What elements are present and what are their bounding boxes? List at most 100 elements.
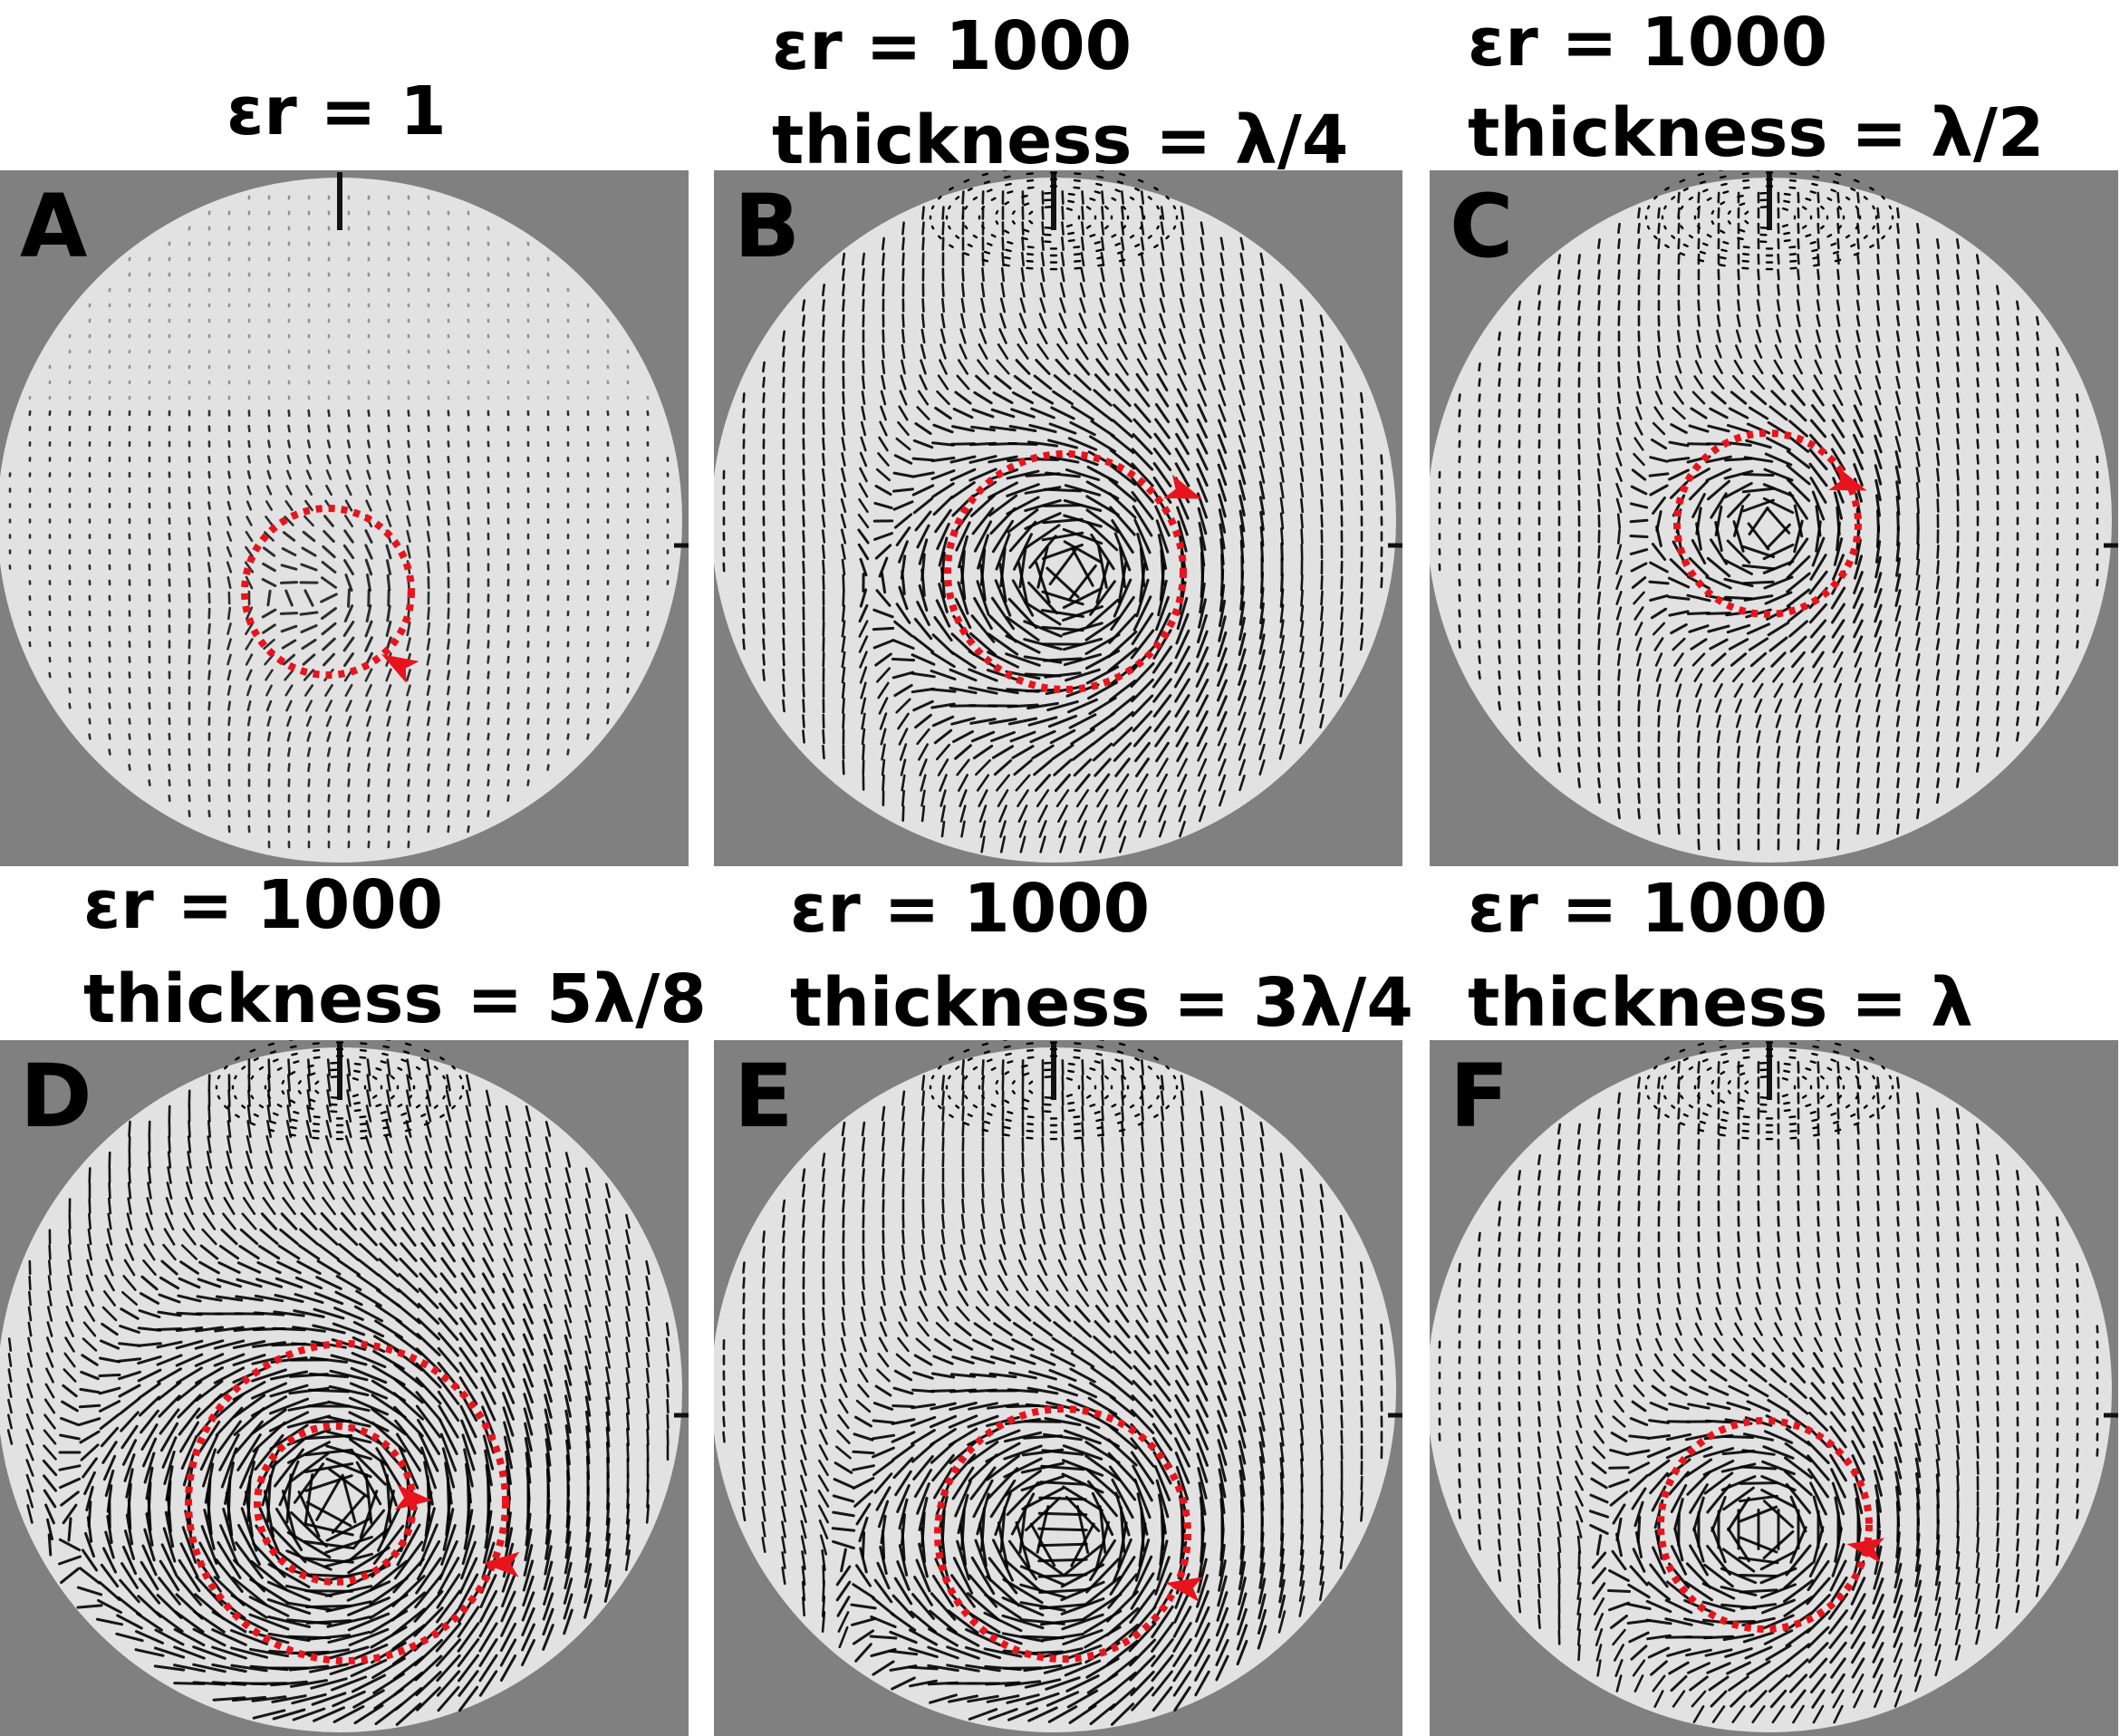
field-mark-c-242: [1539, 379, 1540, 386]
field-mark-c-58: [1790, 254, 1796, 255]
field-mark-c-106: [1890, 227, 1891, 228]
field-mark-c-1256: [2057, 656, 2058, 662]
field-mark-c-83: [1790, 261, 1796, 262]
field-mark-d-16: [354, 1071, 359, 1072]
field-mark-a-811: [448, 624, 449, 633]
field-mark-b-581: [1003, 237, 1004, 249]
field-mark-a-894: [488, 657, 489, 663]
field-mark-c-1235: [2037, 718, 2038, 725]
field-mark-d-134: [440, 1057, 443, 1059]
field-mark-c-1203: [2018, 656, 2019, 663]
field-mark-c-1241: [2057, 426, 2058, 432]
field-mark-b-410: [902, 791, 903, 805]
field-mark-d-100: [384, 1046, 389, 1047]
field-mark-a-97: [90, 719, 91, 724]
field-mark-b-156: [744, 578, 745, 586]
field-mark-b-222: [804, 531, 805, 541]
field-mark-a-695: [389, 796, 390, 801]
field-mark-c-1176: [1997, 702, 1998, 709]
field-mark-a-820: [448, 765, 449, 770]
field-mark-c-9: [1784, 233, 1788, 234]
field-mark-b-14: [1025, 204, 1029, 206]
field-mark-c-872: [1837, 747, 1839, 757]
field-mark-c-1125: [1978, 410, 1979, 418]
field-mark-c-1254: [2057, 626, 2058, 632]
field-mark-c-186: [1499, 394, 1500, 400]
field-mark-c-924: [1878, 255, 1879, 264]
field-mark-a-543: [328, 440, 330, 447]
field-mark-b-709: [1062, 222, 1063, 234]
field-mark-a-822: [448, 796, 449, 801]
field-mark-b-1200: [1301, 606, 1303, 621]
field-mark-c-1084: [1957, 317, 1958, 325]
field-mark-c-1114: [1957, 778, 1958, 786]
field-mark-c-1008: [1917, 301, 1918, 309]
field-mark-c-202: [1499, 641, 1500, 647]
field-mark-c-1077: [1937, 778, 1938, 786]
field-mark-a-348: [229, 718, 230, 725]
field-mark-d-114: [313, 1138, 319, 1139]
caption-d-line-2: thickness = 5λ/8: [83, 966, 707, 1033]
field-mark-c-881: [1858, 224, 1859, 233]
field-mark-c-485: [1659, 717, 1660, 727]
field-mark-b-6: [1067, 208, 1072, 210]
field-mark-c-350: [1598, 454, 1600, 464]
field-mark-c-501: [1679, 316, 1680, 326]
field-mark-c-967: [1897, 285, 1898, 294]
field-mark-c-183: [1499, 348, 1500, 355]
field-mark-c-409: [1619, 778, 1620, 787]
field-mark-d-74: [402, 1060, 406, 1062]
field-mark-c-884: [1857, 270, 1858, 279]
field-mark-c-297: [1559, 718, 1560, 726]
field-mark-b-880: [1142, 207, 1143, 219]
field-mark-a-735: [408, 748, 409, 755]
field-mark-c-360: [1598, 608, 1599, 618]
field-mark-c-1208: [2017, 733, 2018, 740]
field-mark-c-1135: [1978, 563, 1979, 571]
sphere-c: [1430, 178, 2112, 863]
field-mark-b-1228: [1321, 607, 1322, 620]
field-mark-b-125: [965, 180, 968, 182]
field-mark-a-854: [468, 656, 469, 663]
field-mark-b-1220: [1321, 485, 1322, 496]
field-mark-d-32: [391, 1076, 394, 1078]
field-mark-c-1273: [2077, 611, 2078, 617]
field-mark-c-1109: [1957, 702, 1958, 710]
field-mark-c-957: [1877, 763, 1878, 772]
caption-c-line-2: thickness = λ/2: [1468, 100, 2044, 167]
field-mark-b-185: [784, 378, 785, 387]
field-mark-c-1239: [2057, 395, 2058, 401]
field-mark-b-332: [862, 729, 864, 744]
field-mark-c-1059: [1938, 500, 1939, 512]
field-mark-c-210: [1519, 348, 1520, 355]
field-mark-b-1195: [1302, 530, 1303, 544]
field-mark-b-55: [1131, 236, 1133, 237]
field-mark-c-1171: [1998, 625, 1999, 632]
field-mark-a-392: [249, 748, 250, 755]
field-mark-b-162: [764, 378, 765, 387]
field-mark-d-125: [251, 1050, 255, 1052]
field-mark-a-1069: [588, 704, 589, 708]
field-mark-a-936: [508, 719, 509, 723]
field-mark-c-353: [1598, 500, 1599, 511]
field-mark-c-112: [1791, 268, 1797, 269]
field-mark-c-1115: [1977, 256, 1979, 264]
field-mark-c-206: [1498, 702, 1499, 709]
field-mark-c-26: [1712, 211, 1713, 213]
field-mark-c-359: [1598, 593, 1600, 603]
field-mark-c-577: [1699, 840, 1700, 849]
field-mark-c-915: [1857, 747, 1859, 757]
field-mark-c-382: [1619, 362, 1620, 371]
field-mark-c-89: [1672, 236, 1674, 237]
field-mark-d-47: [314, 1057, 320, 1058]
field-mark-c-341: [1599, 317, 1600, 325]
field-mark-d-30: [355, 1064, 361, 1065]
field-mark-c-37: [1790, 246, 1796, 247]
field-mark-c-1177: [1997, 718, 1998, 725]
field-mark-a-760: [428, 472, 429, 478]
field-mark-a-235: [169, 796, 170, 800]
field-mark-a-330: [229, 441, 230, 447]
field-mark-b-50: [1095, 191, 1100, 192]
field-mark-c-124: [1665, 188, 1668, 189]
field-mark-a-607: [348, 764, 349, 771]
